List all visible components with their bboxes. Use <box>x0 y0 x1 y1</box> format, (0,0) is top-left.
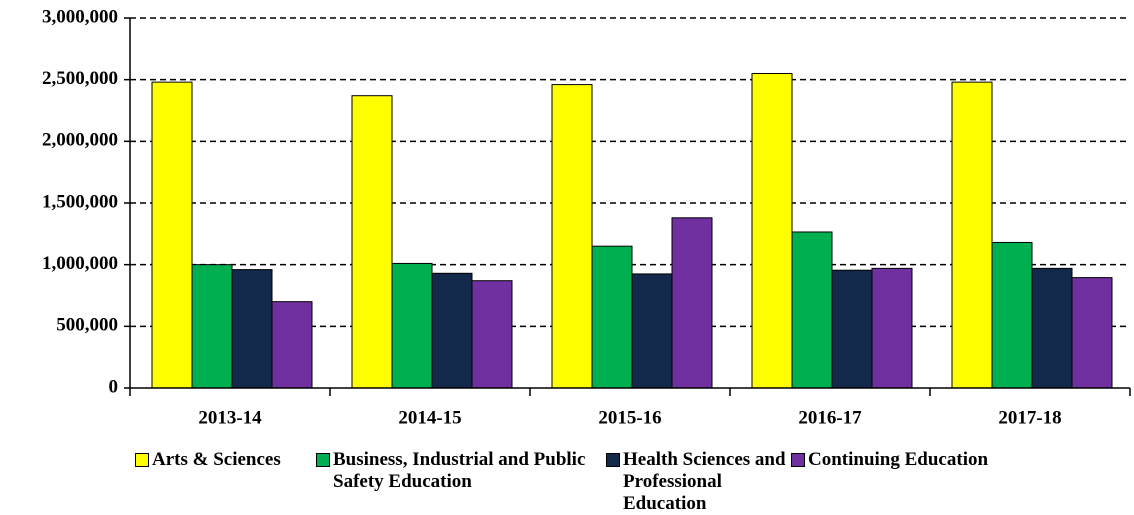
bar <box>551 84 593 389</box>
legend-swatch <box>606 453 620 467</box>
bar <box>151 81 193 389</box>
y-tick-label: 2,000,000 <box>42 130 118 151</box>
legend-swatch <box>135 453 149 467</box>
bar <box>471 280 513 389</box>
x-tick-label: 2016-17 <box>798 407 862 428</box>
x-tick-label: 2013-14 <box>198 407 262 428</box>
legend-label: Health Sciences and Professional Educati… <box>623 449 786 514</box>
chart: 0 500,000 1,000,000 1,500,000 2,000,000 2,500… <box>42 6 1131 428</box>
y-tick-label: 1,000,000 <box>42 253 118 274</box>
bar <box>831 269 873 389</box>
legend-item: Continuing Education <box>791 449 1134 471</box>
y-tick-label: 500,000 <box>56 315 118 336</box>
legend-item: Arts & Sciences <box>135 449 312 471</box>
legend-swatch <box>316 453 330 467</box>
bar <box>431 272 473 389</box>
x-tick-label: 2014-15 <box>398 407 461 428</box>
legend-label: Continuing Education <box>808 449 989 470</box>
y-tick-label: 3,000,000 <box>42 6 118 27</box>
bar <box>271 301 313 389</box>
bar <box>751 73 793 389</box>
bar <box>351 95 393 389</box>
x-tick-label: 2017-18 <box>998 407 1061 428</box>
bar <box>671 217 713 389</box>
bar <box>951 81 993 389</box>
bar <box>231 269 273 389</box>
legend-item: Business, Industrial and Public Safety E… <box>316 449 613 493</box>
bar <box>1071 277 1113 389</box>
bar <box>591 245 633 389</box>
bar <box>631 273 673 389</box>
bar <box>1031 267 1073 389</box>
page: 0 500,000 1,000,000 1,500,000 2,000,000 2,500… <box>42 6 1134 514</box>
bar <box>871 267 913 389</box>
bar <box>791 231 833 389</box>
legend-label: Arts & Sciences <box>152 449 281 470</box>
bar <box>991 241 1033 389</box>
bar <box>391 262 433 389</box>
bar <box>191 264 233 389</box>
y-tick-label: 2,500,000 <box>42 68 118 89</box>
legend-item: Health Sciences and Professional Educati… <box>606 449 803 515</box>
y-tick-label: 0 <box>109 376 119 397</box>
y-tick-label: 1,500,000 <box>42 191 118 212</box>
x-tick-label: 2015-16 <box>598 407 661 428</box>
legend-swatch <box>791 453 805 467</box>
legend-label: Business, Industrial and Public Safety E… <box>333 449 586 492</box>
